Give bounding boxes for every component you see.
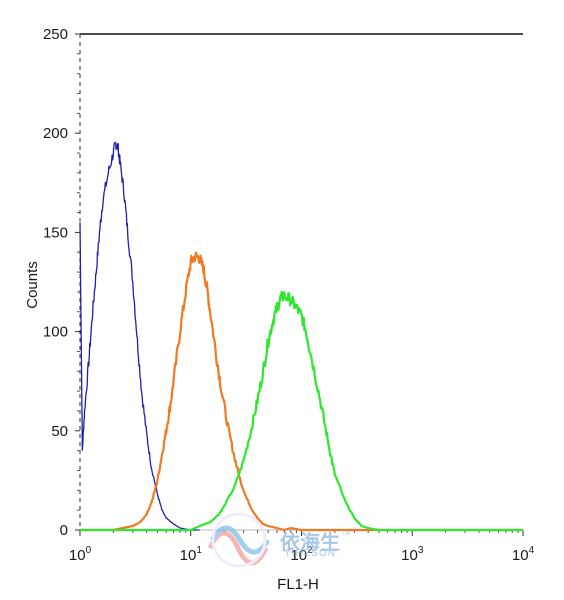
x-tick-label: 101 [180, 545, 203, 564]
x-tick-base: 10 [401, 547, 418, 564]
y-tick-label: 100 [43, 324, 68, 341]
x-tick-label: 104 [512, 545, 535, 564]
y-tick-label: 150 [43, 224, 68, 241]
watermark-emblem [207, 512, 271, 568]
y-tick-label: 250 [43, 26, 68, 43]
series-line-3 [80, 290, 523, 532]
y-axis-ticks: 0 50 100 150 200 250 [43, 26, 80, 539]
x-tick-base: 10 [180, 547, 197, 564]
x-tick-label: 103 [401, 545, 424, 564]
x-tick-label: 102 [290, 545, 313, 564]
x-tick-base: 10 [69, 547, 86, 564]
watermark-tm: TM [342, 531, 351, 537]
x-tick-exponent: 3 [418, 545, 424, 556]
x-axis-title: FL1-H [277, 576, 319, 593]
y-tick-label: 200 [43, 125, 68, 142]
x-tick-exponent: 1 [196, 545, 202, 556]
y-tick-label: 0 [60, 522, 68, 539]
watermark-brand-cn: 依海生 [280, 530, 340, 554]
y-axis-title: Counts [24, 261, 41, 309]
x-tick-exponent: 0 [86, 545, 92, 556]
series-line-1 [79, 141, 200, 531]
x-tick-base: 10 [290, 547, 307, 564]
x-tick-exponent: 2 [307, 545, 313, 556]
x-tick-base: 10 [512, 547, 529, 564]
histogram-series [79, 141, 523, 532]
y-tick-label: 50 [51, 423, 68, 440]
x-tick-label: 100 [69, 545, 92, 564]
watermark-brand-en: YIHESON [284, 548, 336, 559]
series-line-2 [80, 251, 523, 532]
watermark-logo: 依海生 TM YIHESON [207, 512, 351, 568]
x-tick-exponent: 4 [529, 545, 535, 556]
